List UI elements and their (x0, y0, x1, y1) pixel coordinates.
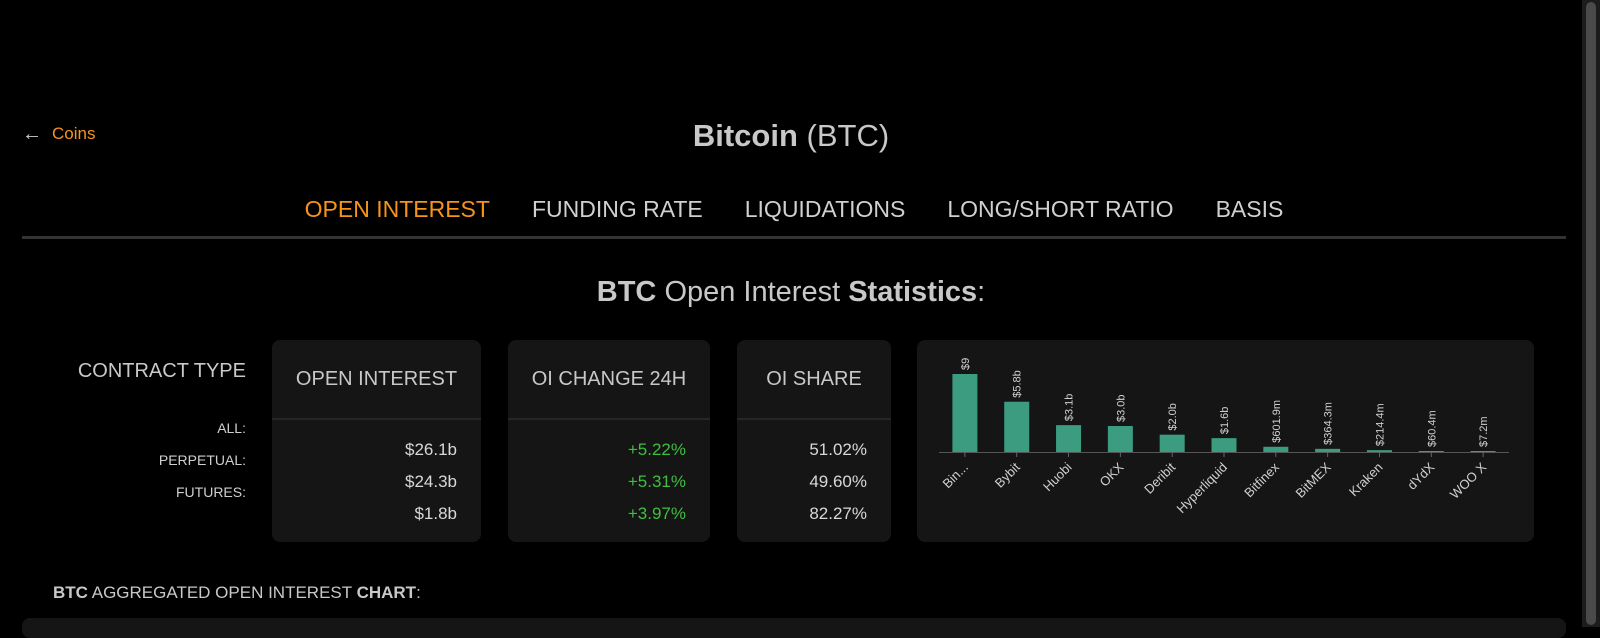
stats-title-symbol: BTC (596, 276, 657, 308)
data-label-9: $60.4m (1426, 410, 1438, 447)
row-label-futures: FUTURES: (176, 484, 246, 500)
data-label-8: $214.4m (1374, 403, 1386, 446)
oi-share-card: OI SHARE 51.02% 49.60% 82.27% (737, 340, 891, 542)
data-label-4: $2.0b (1167, 403, 1179, 431)
page-title: Bitcoin (BTC) (0, 118, 1582, 154)
category-label-10: WOO X (1447, 459, 1490, 502)
contract-type-header: CONTRACT TYPE (77, 360, 246, 382)
tab-liquidations[interactable]: LIQUIDATIONS (744, 196, 906, 222)
tab-long-short-ratio[interactable]: LONG/SHORT RATIO (947, 196, 1174, 222)
stats-title-end: Statistics (848, 276, 978, 308)
aggregated-chart-end: CHART (356, 583, 417, 602)
stats-title: BTC Open Interest Statistics: (0, 276, 1582, 309)
bar-10[interactable] (1470, 451, 1496, 452)
bar-9[interactable] (1418, 451, 1444, 452)
data-label-6: $601.9m (1271, 400, 1283, 443)
aggregated-chart-symbol: BTC (53, 583, 88, 602)
oi-change-futures: +3.97% (627, 504, 686, 523)
bar-7[interactable] (1315, 448, 1341, 452)
oi-change-card: OI CHANGE 24H +5.22% +5.31% +3.97% (508, 340, 710, 542)
bar-4[interactable] (1159, 434, 1185, 452)
bar-0[interactable] (952, 374, 978, 452)
aggregated-chart-colon: : (416, 583, 421, 602)
data-label-10: $7.2m (1478, 416, 1490, 447)
back-link-label: Coins (52, 124, 96, 143)
stats-title-colon: : (977, 276, 986, 308)
bar-3[interactable] (1107, 426, 1133, 452)
oi-share-perpetual: 49.60% (809, 472, 867, 491)
data-label-0: $9 (960, 358, 972, 370)
category-label-3: OKX (1096, 459, 1126, 489)
open-interest-futures: $1.8b (414, 504, 457, 523)
category-label-2: Huobi (1040, 459, 1075, 494)
coin-name: Bitcoin (692, 118, 798, 153)
open-interest-header: OPEN INTEREST (272, 340, 481, 420)
scrollbar-thumb[interactable] (1586, 2, 1596, 625)
row-label-perpetual: PERPETUAL: (158, 452, 246, 468)
aggregated-chart-middle: AGGREGATED OPEN INTEREST (91, 583, 352, 602)
bar-1[interactable] (1004, 401, 1030, 452)
bar-8[interactable] (1366, 450, 1392, 452)
open-interest-perpetual: $24.3b (405, 472, 457, 491)
oi-change-all: +5.22% (627, 440, 686, 459)
category-label-6: Bitfinex (1241, 459, 1282, 500)
data-label-7: $364.3m (1323, 402, 1335, 445)
metric-tabs: OPEN INTEREST FUNDING RATE LIQUIDATIONS … (22, 190, 1566, 239)
open-interest-card: OPEN INTEREST $26.1b $24.3b $1.8b (272, 340, 481, 542)
row-label-all: ALL: (217, 420, 246, 436)
category-label-7: BitMEX (1293, 459, 1334, 500)
data-label-5: $1.6b (1219, 407, 1231, 435)
category-label-1: Bybit (992, 459, 1023, 490)
data-label-2: $3.1b (1064, 394, 1076, 422)
oi-change-header: OI CHANGE 24H (508, 340, 710, 420)
coin-symbol: (BTC) (806, 118, 890, 153)
tab-basis[interactable]: BASIS (1215, 196, 1284, 222)
category-label-0: Bin... (939, 460, 971, 492)
data-label-1: $5.8b (1012, 370, 1024, 398)
category-label-4: Deribit (1141, 459, 1178, 496)
open-interest-all: $26.1b (405, 440, 457, 459)
back-to-coins-link[interactable]: ← Coins (22, 124, 95, 144)
contract-type-column: CONTRACT TYPE ALL: PERPETUAL: FUTURES: (60, 340, 246, 508)
oi-share-header: OI SHARE (737, 340, 891, 420)
bar-2[interactable] (1056, 425, 1082, 452)
data-label-3: $3.0b (1115, 394, 1127, 422)
oi-share-futures: 82.27% (809, 504, 867, 523)
oi-change-perpetual: +5.31% (627, 472, 686, 491)
oi-share-all: 51.02% (809, 440, 867, 459)
category-label-8: Kraken (1346, 460, 1386, 500)
exchange-oi-bar-chart: $9 Bin... $5.8b Bybit $3.1b Huobi $3.0b OKX $2.0… (917, 340, 1534, 542)
stats-title-middle: Open Interest (664, 276, 841, 308)
tab-funding-rate[interactable]: FUNDING RATE (531, 196, 703, 222)
aggregated-chart-panel (22, 618, 1566, 638)
bar-6[interactable] (1263, 446, 1289, 452)
tab-open-interest[interactable]: OPEN INTEREST (304, 196, 490, 222)
bar-5[interactable] (1211, 438, 1237, 452)
arrow-left-icon: ← (22, 123, 42, 145)
category-label-9: dYdX (1404, 459, 1437, 492)
aggregated-chart-label: BTC AGGREGATED OPEN INTEREST CHART: (53, 583, 421, 603)
exchange-oi-chart-svg: $9 Bin... $5.8b Bybit $3.1b Huobi $3.0b OKX $2.0… (939, 358, 1509, 517)
category-label-5: Hyperliquid (1174, 460, 1231, 517)
